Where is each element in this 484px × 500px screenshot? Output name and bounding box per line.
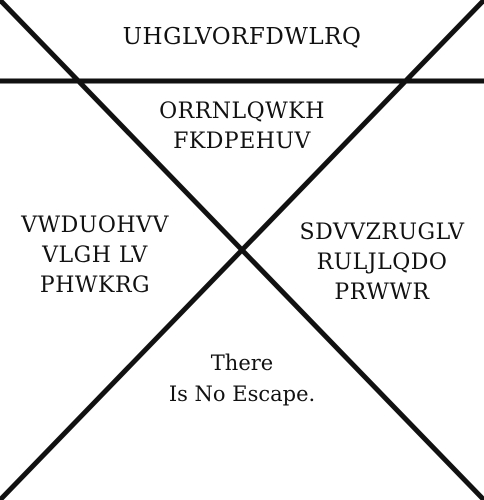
cipher-text-right: SDVVZRUGLV RULJLQDO PRWWR	[290, 218, 474, 308]
escape-message: There Is No Escape.	[130, 348, 354, 410]
escape-line-2: Is No Escape.	[168, 382, 316, 406]
cipher-left-line-2: VLGH LV	[42, 243, 148, 268]
cipher-right-line-3: PRWWR	[334, 280, 430, 305]
escape-line-1: There	[210, 351, 274, 375]
cipher-right-line-2: RULJLQDO	[316, 250, 448, 275]
cipher-upper-line-1: ORRNLQWKH	[159, 99, 325, 124]
cipher-right-line-1: SDVVZRUGLV	[299, 220, 465, 245]
cipher-upper-line-2: FKDPEHUV	[173, 129, 311, 154]
cipher-top-line: UHGLVORFDWLRQ	[122, 24, 362, 50]
cipher-left-line-3: PHWKRG	[39, 273, 151, 298]
cipher-text-top: UHGLVORFDWLRQ	[0, 22, 484, 52]
cipher-text-left: VWDUOHVV VLGH LV PHWKRG	[0, 211, 190, 301]
cipher-left-line-1: VWDUOHVV	[21, 213, 169, 238]
cipher-text-upper: ORRNLQWKH FKDPEHUV	[100, 97, 384, 157]
